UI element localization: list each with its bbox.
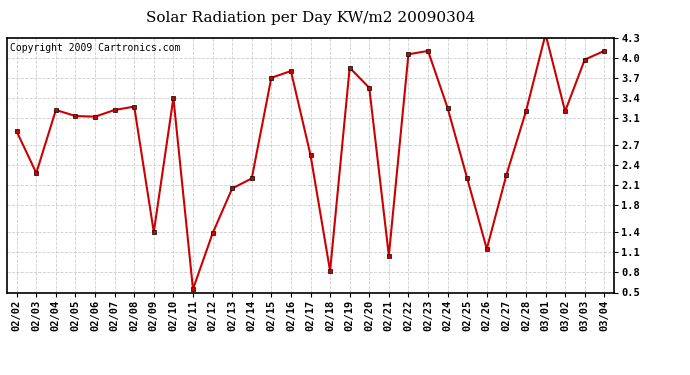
Text: Solar Radiation per Day KW/m2 20090304: Solar Radiation per Day KW/m2 20090304 bbox=[146, 11, 475, 25]
Text: Copyright 2009 Cartronics.com: Copyright 2009 Cartronics.com bbox=[10, 43, 180, 52]
